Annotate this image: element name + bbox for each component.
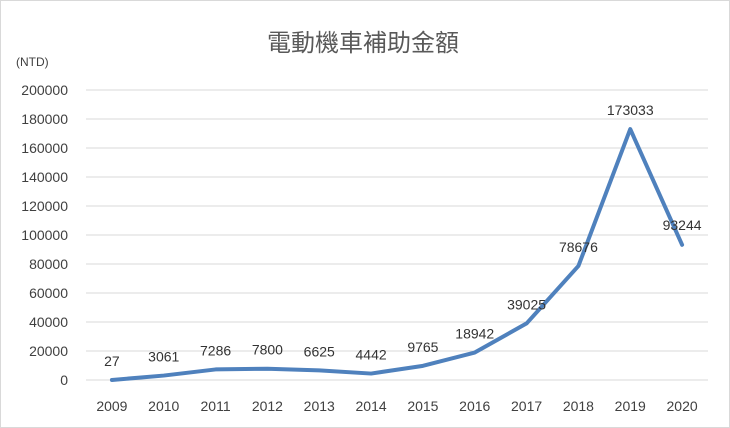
y-tick-label: 140000 xyxy=(21,169,68,185)
series-layer xyxy=(109,127,685,382)
gridlines xyxy=(86,89,708,381)
x-tick-label: 2018 xyxy=(563,398,594,414)
x-axis-ticks: 2009 2010 2011 2012 2013 2014 2015 2016 2017 2018… xyxy=(96,398,698,414)
x-tick-label: 2010 xyxy=(148,398,179,414)
data-label: 18942 xyxy=(455,326,494,342)
y-tick-label: 20000 xyxy=(29,343,68,359)
x-tick-label: 2011 xyxy=(201,398,231,414)
x-tick-label: 2016 xyxy=(459,398,490,414)
x-tick-label: 2014 xyxy=(356,398,387,414)
data-label: 3061 xyxy=(148,349,179,365)
data-label: 6625 xyxy=(304,343,335,359)
data-label: 173033 xyxy=(607,102,654,118)
data-label: 7800 xyxy=(252,342,283,358)
chart-title: 電動機車補助金額 xyxy=(267,29,459,57)
data-label: 9765 xyxy=(407,339,438,355)
data-labels: 27 3061 7286 7800 6625 4442 9765 18942 39025 7867… xyxy=(104,102,702,369)
y-tick-label: 160000 xyxy=(21,140,68,156)
x-tick-label: 2019 xyxy=(615,398,646,414)
y-unit-label: (NTD) xyxy=(16,55,49,69)
y-tick-label: 0 xyxy=(60,372,68,388)
data-label: 93244 xyxy=(663,217,702,233)
x-tick-label: 2013 xyxy=(304,398,335,414)
data-label: 39025 xyxy=(507,296,546,312)
y-tick-label: 60000 xyxy=(29,285,68,301)
y-axis-ticks: 0 20000 40000 60000 80000 100000 120000 140000 1… xyxy=(21,82,68,388)
y-tick-label: 80000 xyxy=(29,256,68,272)
data-label: 7286 xyxy=(200,342,231,358)
data-label: 78676 xyxy=(559,239,598,255)
x-tick-label: 2009 xyxy=(96,398,127,414)
x-tick-label: 2012 xyxy=(252,398,283,414)
y-tick-label: 200000 xyxy=(21,82,68,98)
x-tick-label: 2020 xyxy=(667,398,698,414)
data-label: 4442 xyxy=(356,347,387,363)
y-tick-label: 120000 xyxy=(21,198,68,214)
series-line xyxy=(109,127,685,382)
y-tick-label: 100000 xyxy=(21,227,68,243)
y-tick-label: 180000 xyxy=(21,111,68,127)
y-tick-label: 40000 xyxy=(29,314,68,330)
x-tick-label: 2015 xyxy=(407,398,438,414)
data-label: 27 xyxy=(104,353,120,369)
x-tick-label: 2017 xyxy=(511,398,542,414)
